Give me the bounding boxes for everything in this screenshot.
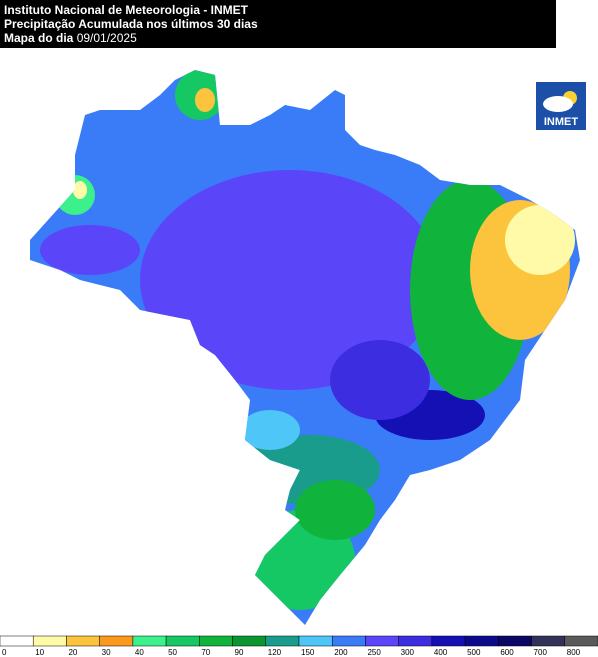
legend-label: 120: [268, 648, 282, 657]
legend-swatch: [298, 635, 333, 647]
legend-label: 150: [301, 648, 315, 657]
header-subtitle: Precipitação Acumulada nos últimos 30 di…: [4, 17, 258, 31]
legend-label: 50: [168, 648, 177, 657]
legend-swatch: [398, 635, 433, 647]
legend-label: 800: [567, 648, 581, 657]
legend-swatch: [165, 635, 200, 647]
legend-label: 700: [534, 648, 548, 657]
legend-swatch: [0, 635, 34, 647]
legend-swatch: [365, 635, 399, 647]
legend-label: 200: [334, 648, 348, 657]
legend-label: 300: [401, 648, 415, 657]
legend-swatch: [132, 635, 167, 647]
legend-label: 40: [135, 648, 144, 657]
legend-swatch: [431, 635, 466, 647]
rain-field: [30, 70, 580, 625]
legend-label: 30: [102, 648, 111, 657]
legend-swatch: [99, 635, 134, 647]
legend-swatch: [32, 635, 67, 647]
legend-swatch: [564, 635, 598, 647]
legend-label: 500: [467, 648, 481, 657]
legend-swatch: [498, 635, 532, 647]
legend-label: 250: [367, 648, 381, 657]
legend-label: 20: [68, 648, 77, 657]
legend-swatch: [199, 635, 233, 647]
header-title: Instituto Nacional de Meteorologia - INM…: [4, 3, 249, 17]
legend-label: 400: [434, 648, 448, 657]
legend-label: 70: [201, 648, 210, 657]
legend-swatch: [232, 635, 267, 647]
legend-swatch: [265, 635, 300, 647]
date-label: Mapa do dia: [4, 31, 74, 45]
header-box: [0, 0, 556, 48]
logo-text: INMET: [544, 116, 579, 128]
color-legend: 0 10 20 30 40 50 70 90 120 150 200 250 300 400 500 600 7…: [0, 635, 598, 657]
legend-label: 90: [235, 648, 244, 657]
legend-swatch: [66, 635, 100, 647]
legend-swatch: [331, 635, 366, 647]
legend-swatch: [531, 635, 566, 647]
legend-label: 600: [500, 648, 514, 657]
legend-swatch: [464, 635, 499, 647]
date-value: 09/01/2025: [77, 31, 137, 45]
legend-label: 0: [2, 648, 7, 657]
inmet-logo: INMET: [536, 82, 586, 130]
header-date: Mapa do dia 09/01/2025: [4, 31, 137, 45]
legend-label: 10: [35, 648, 44, 657]
